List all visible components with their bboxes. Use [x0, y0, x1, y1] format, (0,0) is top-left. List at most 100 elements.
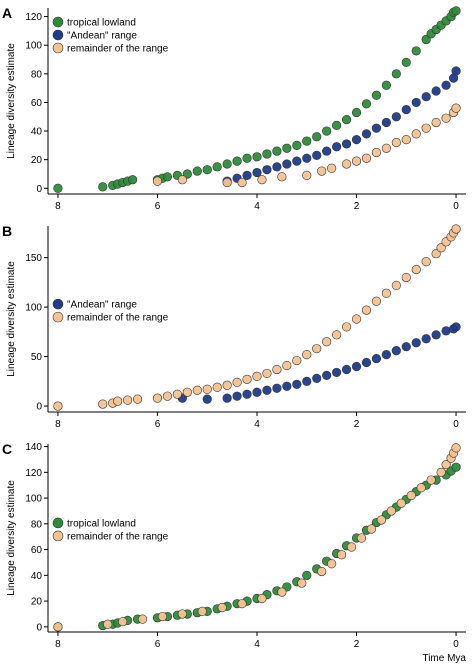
- data-point: [232, 391, 242, 401]
- data-point: [232, 156, 242, 166]
- y-tick-label: 100: [25, 41, 42, 52]
- data-point: [322, 370, 332, 380]
- data-point: [381, 117, 391, 128]
- data-point: [336, 550, 347, 560]
- data-point: [411, 129, 421, 139]
- legend-label: "Andean" range: [67, 31, 137, 42]
- data-point: [332, 367, 342, 378]
- data-point: [421, 92, 431, 102]
- data-point: [257, 175, 267, 185]
- data-point: [272, 383, 282, 393]
- data-point: [371, 123, 382, 133]
- x-axis-label: Time Mya: [422, 653, 466, 664]
- data-point: [157, 611, 168, 622]
- data-point: [361, 129, 372, 139]
- panel-letter: B: [2, 223, 12, 239]
- data-point: [262, 385, 272, 395]
- data-point: [431, 330, 441, 340]
- data-point: [351, 156, 362, 166]
- y-tick-label: 120: [25, 12, 42, 23]
- y-tick-label: 40: [31, 127, 43, 138]
- data-point: [351, 107, 362, 118]
- data-point: [317, 566, 327, 577]
- data-point: [252, 387, 262, 397]
- legend: tropical lowland remainder of the range: [52, 517, 169, 542]
- data-point: [222, 393, 232, 403]
- data-point: [351, 314, 362, 324]
- y-tick-label: 20: [31, 155, 43, 166]
- legend-label: remainder of the range: [67, 313, 169, 324]
- data-point: [277, 172, 287, 182]
- data-point: [237, 177, 247, 188]
- data-point: [421, 123, 431, 133]
- data-point: [411, 264, 421, 275]
- data-point: [361, 99, 372, 109]
- data-point: [391, 280, 401, 290]
- data-point: [406, 490, 416, 501]
- data-point: [391, 112, 401, 122]
- data-point: [312, 132, 322, 142]
- panel-letter: C: [2, 441, 12, 457]
- data-point: [401, 342, 411, 352]
- y-tick-label: 50: [31, 352, 43, 363]
- x-tick-label: 6: [155, 639, 161, 650]
- data-point: [292, 140, 302, 150]
- data-point: [351, 135, 362, 145]
- data-point: [192, 385, 202, 395]
- data-point: [217, 602, 227, 613]
- data-point: [212, 162, 222, 172]
- data-point: [401, 104, 411, 115]
- data-point: [391, 69, 401, 79]
- data-point: [237, 599, 247, 609]
- data-point: [451, 224, 461, 234]
- data-point: [411, 46, 421, 56]
- x-tick-label: 8: [55, 639, 61, 650]
- data-point: [431, 249, 441, 259]
- data-point: [391, 137, 401, 148]
- data-point: [292, 379, 302, 389]
- y-tick-label: 80: [31, 69, 43, 80]
- data-point: [436, 467, 446, 477]
- x-tick-label: 4: [254, 639, 260, 650]
- data-point: [222, 380, 232, 390]
- x-tick-label: 4: [254, 201, 260, 212]
- legend-marker: [52, 530, 64, 542]
- data-point: [312, 344, 322, 354]
- data-point: [132, 394, 143, 404]
- data-point: [341, 364, 352, 375]
- data-point: [242, 170, 252, 180]
- data-point: [152, 176, 163, 186]
- data-point: [262, 368, 272, 379]
- data-point: [322, 126, 332, 136]
- data-point: [282, 381, 292, 391]
- series-0: [53, 462, 461, 632]
- data-point: [451, 6, 461, 16]
- data-point: [312, 150, 322, 160]
- data-point: [242, 389, 252, 399]
- data-point: [391, 346, 401, 356]
- data-point: [371, 90, 382, 100]
- data-point: [341, 159, 352, 169]
- x-tick-label: 2: [354, 639, 360, 650]
- data-point: [421, 334, 431, 344]
- data-point: [361, 153, 372, 163]
- data-point: [451, 103, 461, 113]
- data-point: [356, 533, 367, 543]
- y-tick-label: 0: [36, 402, 42, 413]
- legend-marker: [52, 16, 64, 28]
- x-tick-label: 2: [354, 419, 360, 430]
- data-point: [113, 396, 123, 406]
- y-tick-label: 140: [25, 442, 42, 453]
- data-point: [137, 614, 148, 624]
- y-tick-label: 60: [31, 545, 43, 556]
- series-0: [177, 322, 461, 404]
- data-point: [222, 159, 232, 169]
- data-point: [302, 570, 312, 580]
- y-axis-label: Lineage diversity estimate: [6, 261, 17, 377]
- y-tick-label: 40: [31, 571, 43, 582]
- y-tick-label: 0: [36, 622, 42, 633]
- data-point: [162, 172, 173, 182]
- legend-marker: [52, 29, 64, 41]
